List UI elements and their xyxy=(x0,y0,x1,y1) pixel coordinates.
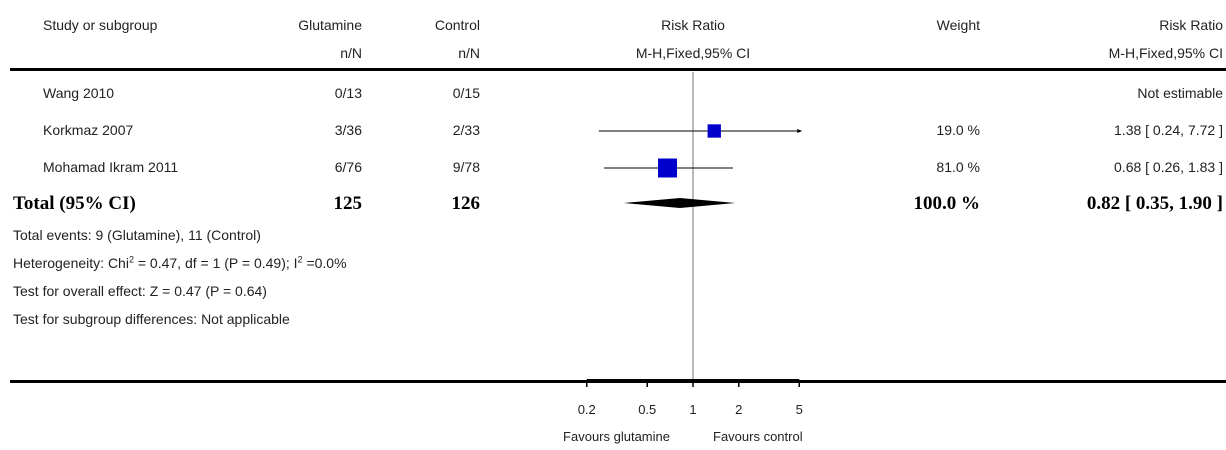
header-control-nN: n/N xyxy=(458,45,480,61)
header-study: Study or subgroup xyxy=(43,17,158,33)
header-weight: Weight xyxy=(936,17,980,33)
point-estimate xyxy=(707,124,721,138)
header-risk-ratio: Risk Ratio xyxy=(1159,17,1223,33)
header-method: M-H,Fixed,95% CI xyxy=(1108,45,1223,61)
bottom-rule xyxy=(10,380,1226,383)
header-risk-ratio-plot: Risk Ratio xyxy=(661,17,725,33)
x-tick-label: 0.2 xyxy=(578,402,596,417)
point-estimate xyxy=(658,158,678,178)
total-ci: 0.82 [ 0.35, 1.90 ] xyxy=(1086,193,1223,214)
header-control: Control xyxy=(434,17,480,33)
overall-effect-note: Test for overall effect: Z = 0.47 (P = 0… xyxy=(13,283,267,299)
total-glutamine: 125 xyxy=(333,193,363,214)
ci-arrow xyxy=(797,129,803,133)
study-ci: 0.68 [ 0.26, 1.83 ] xyxy=(1114,159,1223,175)
glutamine-events: 6/76 xyxy=(334,159,362,175)
glutamine-events: 3/36 xyxy=(334,122,362,138)
study-name: Korkmaz 2007 xyxy=(43,122,134,138)
study-name: Mohamad Ikram 2011 xyxy=(43,159,179,175)
glutamine-events: 0/13 xyxy=(334,85,362,101)
study-weight: 19.0 % xyxy=(936,122,980,138)
x-tick-label: 1 xyxy=(689,402,696,417)
total-control: 126 xyxy=(451,193,481,214)
total-weight: 100.0 % xyxy=(913,193,981,214)
control-events: 2/33 xyxy=(452,122,480,138)
study-ci: Not estimable xyxy=(1137,85,1223,101)
control-events: 9/78 xyxy=(452,159,480,175)
study-name: Wang 2010 xyxy=(43,85,115,101)
header-glutamine-nN: n/N xyxy=(340,45,362,61)
x-tick-label: 0.5 xyxy=(638,402,656,417)
header-method-plot: M-H,Fixed,95% CI xyxy=(635,45,751,61)
heterogeneity-note: Heterogeneity: Chi2 = 0.47, df = 1 (P = … xyxy=(13,254,347,271)
favours-right-label: Favours control xyxy=(713,429,803,444)
x-tick-label: 2 xyxy=(735,402,742,417)
total-label: Total (95% CI) xyxy=(13,193,136,214)
subgroup-note: Test for subgroup differences: Not appli… xyxy=(13,311,290,327)
total-events-note: Total events: 9 (Glutamine), 11 (Control… xyxy=(13,227,261,243)
pooled-diamond xyxy=(623,198,736,208)
study-weight: 81.0 % xyxy=(936,159,980,175)
study-ci: 1.38 [ 0.24, 7.72 ] xyxy=(1114,122,1223,138)
header-glutamine: Glutamine xyxy=(298,17,362,33)
x-tick-label: 5 xyxy=(796,402,803,417)
favours-left-label: Favours glutamine xyxy=(563,429,670,444)
control-events: 0/15 xyxy=(452,85,480,101)
header-rule xyxy=(10,68,1226,71)
